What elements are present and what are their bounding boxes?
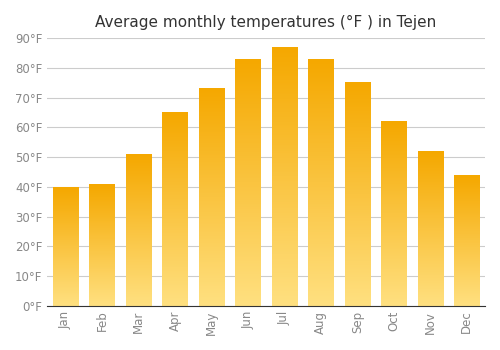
Title: Average monthly temperatures (°F ) in Tejen: Average monthly temperatures (°F ) in Te… [96, 15, 436, 30]
